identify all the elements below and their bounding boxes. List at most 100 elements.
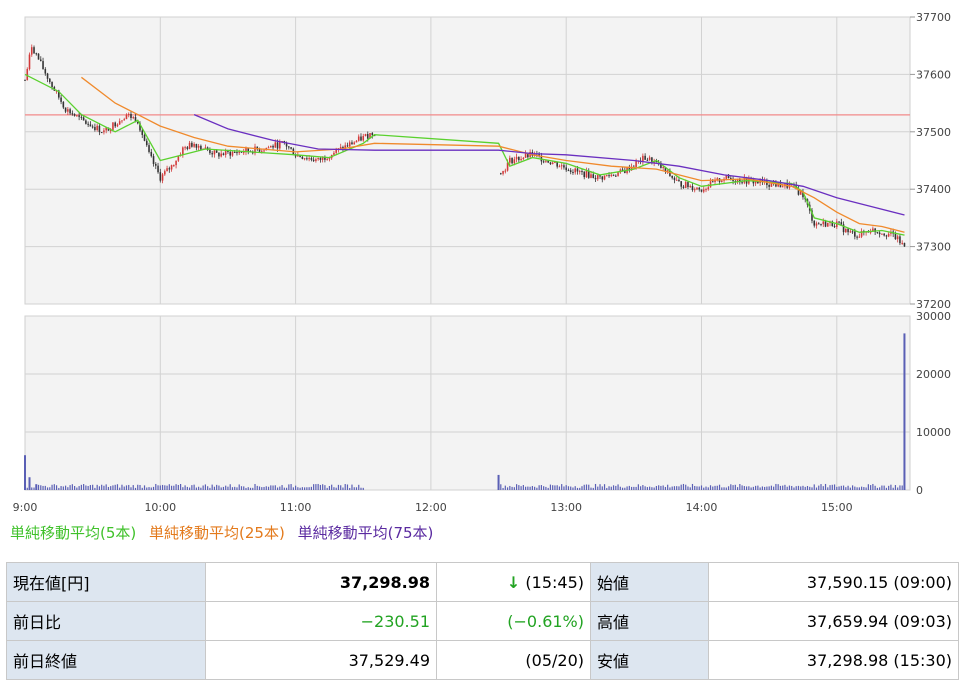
candle-body	[326, 158, 328, 160]
candle-body	[628, 166, 631, 171]
price-y-tick-label: 37600	[916, 68, 951, 81]
candle-body	[319, 157, 322, 160]
price-y-tick-label: 37500	[916, 126, 951, 139]
volume-bar	[123, 486, 125, 490]
candle-body	[635, 161, 637, 167]
candle-body	[173, 165, 175, 167]
volume-bar	[588, 484, 590, 490]
candle-body	[896, 236, 899, 240]
candle-body	[714, 179, 716, 183]
volume-bar	[283, 487, 285, 490]
volume-bar	[552, 485, 554, 490]
prev-close-date: (05/20)	[436, 640, 591, 680]
chart-legend: 単純移動平均(5本) 単純移動平均(25本) 単純移動平均(75本)	[10, 522, 441, 543]
volume-bar	[797, 485, 800, 490]
candle-body	[502, 171, 504, 174]
candle-body	[260, 150, 263, 152]
volume-bar	[340, 485, 342, 490]
volume-bar	[128, 484, 130, 490]
volume-bar	[74, 486, 76, 490]
legend-ma75: 単純移動平均(75本)	[297, 524, 434, 542]
volume-bar	[310, 486, 312, 490]
candle-body	[770, 182, 773, 187]
candle-body	[903, 242, 906, 247]
candle-body	[739, 178, 741, 183]
volume-bar	[89, 485, 91, 490]
volume-bar	[725, 487, 727, 490]
volume-bar	[804, 486, 806, 490]
volume-bar	[263, 486, 265, 490]
volume-bar	[267, 486, 270, 490]
volume-bar	[161, 484, 164, 490]
volume-bar	[545, 486, 547, 490]
candle-body	[500, 173, 502, 175]
volume-bar	[597, 486, 599, 490]
candle-body	[696, 187, 698, 190]
volume-bar	[315, 484, 317, 490]
candle-body	[556, 162, 558, 167]
candle-body	[220, 153, 222, 157]
candle-body	[527, 153, 529, 158]
candle-body	[51, 81, 53, 88]
candle-body	[69, 109, 71, 114]
volume-bar	[360, 487, 362, 490]
volume-bar	[170, 485, 173, 490]
candle-body	[80, 116, 83, 118]
volume-bar	[238, 484, 240, 490]
volume-bar	[554, 485, 556, 490]
candle-body	[209, 149, 211, 154]
candle-body	[572, 171, 574, 173]
volume-bar	[617, 484, 619, 490]
volume-bar	[236, 487, 238, 490]
volume-bar	[867, 484, 869, 490]
volume-bar	[506, 487, 509, 490]
candle-body	[741, 182, 743, 184]
candle-body	[725, 174, 728, 179]
volume-bar	[795, 486, 797, 490]
volume-bar	[759, 487, 761, 490]
candle-body	[44, 69, 47, 74]
volume-bar	[621, 487, 624, 490]
volume-bar	[146, 487, 148, 490]
volume-bar	[736, 487, 739, 490]
volume-bar	[103, 485, 105, 490]
volume-bar	[164, 485, 166, 490]
candle-body	[200, 145, 202, 150]
volume-bar	[748, 486, 750, 490]
volume-bar	[700, 485, 703, 490]
volume-bar	[694, 485, 696, 490]
volume-bar	[703, 487, 705, 490]
volume-bar	[752, 486, 754, 490]
candle-body	[743, 177, 746, 183]
candle-body	[283, 141, 286, 143]
volume-bar	[838, 486, 840, 490]
candle-body	[662, 167, 664, 169]
volume-bar	[220, 487, 222, 490]
volume-bar	[299, 487, 301, 490]
volume-bar	[107, 486, 110, 490]
volume-bar	[362, 487, 364, 490]
candle-body	[872, 228, 874, 232]
volume-bar	[301, 487, 303, 490]
volume-bar	[592, 487, 594, 490]
volume-y-tick-label: 0	[916, 484, 923, 497]
candle-body	[822, 221, 825, 225]
candle-body	[854, 231, 856, 237]
volume-bar	[624, 487, 626, 490]
candle-body	[876, 232, 879, 234]
volume-bar	[640, 486, 642, 490]
candle-body	[191, 142, 193, 147]
candle-body	[707, 187, 710, 190]
volume-bar	[556, 485, 558, 490]
volume-bar	[746, 486, 748, 490]
volume-bar	[651, 487, 653, 490]
volume-bar	[579, 487, 581, 490]
candle-body	[227, 150, 229, 152]
volume-bar	[842, 485, 845, 490]
candle-body	[157, 165, 159, 173]
volume-bar	[522, 485, 524, 490]
volume-bar	[570, 486, 572, 490]
candle-body	[851, 231, 854, 233]
quote-table: 現在値[円] 37,298.98 ↓ (15:45) 始値 37,590.15 …	[6, 562, 959, 680]
volume-bar	[324, 485, 326, 490]
